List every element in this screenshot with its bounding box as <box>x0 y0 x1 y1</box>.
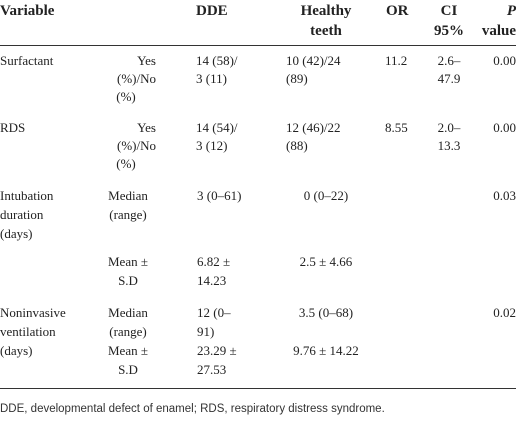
header-healthy-line2: teeth <box>310 23 342 39</box>
row-dde-line2: 3 (11) <box>196 71 227 86</box>
row-dde-a-line1: 12 (0– <box>197 305 231 320</box>
header-p-line2: value <box>481 23 516 39</box>
row-or: 8.55 <box>385 120 408 135</box>
row-ci-line2: 13.3 <box>437 138 461 153</box>
header-ci-line2: 95% <box>434 23 464 39</box>
row-stat-a-line1: Median <box>108 188 148 203</box>
row-healthy-a: 0 (0–22) <box>303 188 349 203</box>
row-healthy-line1: 12 (46)/22 <box>286 120 341 135</box>
row-stat-a-line2: (range) <box>109 207 147 222</box>
header-or: OR <box>386 3 409 19</box>
table-footnote: DDE, developmental defect of enamel; RDS… <box>0 403 385 415</box>
row-stat-b-line1: Mean ± <box>108 343 148 358</box>
row-ci-line1: 2.6– <box>437 53 461 68</box>
bottom-rule <box>0 388 516 389</box>
row-p: 0.00 <box>493 53 516 68</box>
row-stat-line2: (%)/No <box>117 71 156 86</box>
row-stat-a-line1: Median <box>108 305 148 320</box>
row-variable-line1: Noninvasive <box>0 305 66 320</box>
row-dde-line2: 3 (12) <box>196 138 228 153</box>
row-healthy-a: 3.5 (0–68) <box>298 305 354 320</box>
row-variable-line2: ventilation <box>0 324 56 339</box>
row-or: 11.2 <box>385 53 408 68</box>
row-healthy-line2: (88) <box>286 138 308 153</box>
row-p: 0.02 <box>493 305 516 320</box>
header-variable: Variable <box>0 3 55 19</box>
row-p: 0.03 <box>493 188 516 203</box>
row-variable: RDS <box>0 120 26 135</box>
row-dde-a-line2: 91) <box>197 324 215 339</box>
row-dde-b-line1: 6.82 ± <box>197 254 231 269</box>
row-healthy-b: 2.5 ± 4.66 <box>299 254 353 269</box>
row-stat-line1: Yes <box>137 120 156 135</box>
row-healthy-line2: (89) <box>286 71 308 86</box>
row-variable: Surfactant <box>0 53 54 68</box>
row-dde-b-line2: 14.23 <box>197 273 227 288</box>
row-stat-b-line2: S.D <box>118 362 138 377</box>
header-healthy-line1: Healthy <box>300 3 352 19</box>
row-variable-line3: (days) <box>0 226 33 241</box>
row-variable-line1: Intubation <box>0 188 54 203</box>
row-stat-b-line1: Mean ± <box>108 254 148 269</box>
header-p-line1: P <box>506 3 516 19</box>
row-stat-line3: (%) <box>116 156 136 171</box>
row-stat-a-line2: (range) <box>109 324 147 339</box>
header-dde: DDE <box>196 3 228 19</box>
row-p: 0.00 <box>493 120 516 135</box>
row-stat-line2: (%)/No <box>117 138 156 153</box>
row-healthy-b: 9.76 ± 14.22 <box>293 343 359 358</box>
row-stat-line3: (%) <box>116 89 136 104</box>
row-ci-line1: 2.0– <box>437 120 461 135</box>
row-variable-line3: (days) <box>0 343 33 358</box>
header-rule <box>0 45 516 46</box>
row-stat-b-line2: S.D <box>118 273 138 288</box>
row-dde-line1: 14 (54)/ <box>196 120 238 135</box>
row-dde-a: 3 (0–61) <box>197 188 242 203</box>
row-ci-line2: 47.9 <box>437 71 461 86</box>
row-dde-line1: 14 (58)/ <box>196 53 238 68</box>
row-dde-b-line2: 27.53 <box>197 362 227 377</box>
row-stat-line1: Yes <box>137 53 156 68</box>
header-ci-line1: CI <box>440 3 458 19</box>
row-healthy-line1: 10 (42)/24 <box>286 53 341 68</box>
row-variable-line2: duration <box>0 207 44 222</box>
row-dde-b-line1: 23.29 ± <box>197 343 237 358</box>
